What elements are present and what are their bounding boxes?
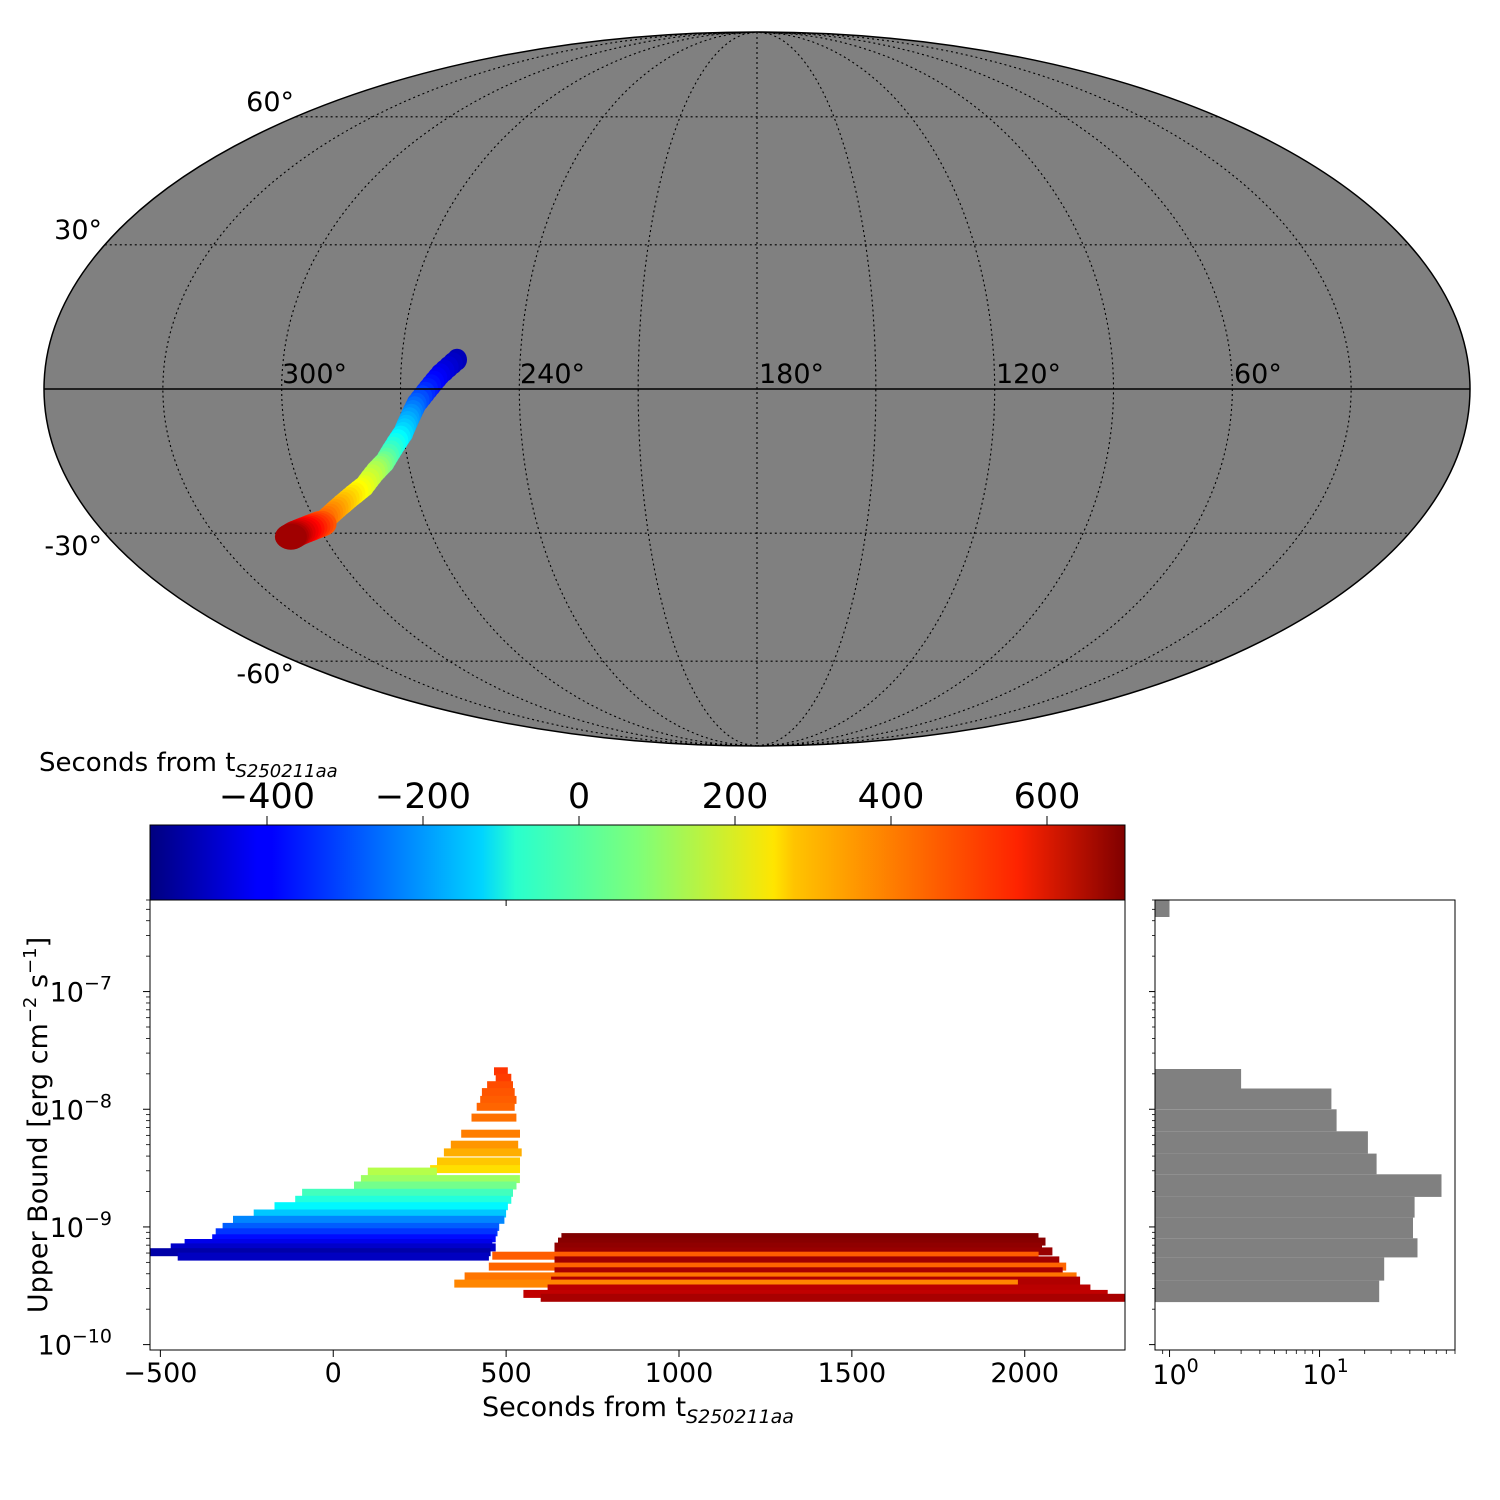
flux-segment [488,1262,1067,1271]
y-tick-label: 10−7 [50,973,112,1009]
flux-segments [150,1067,1125,1302]
flux-segment [494,1067,508,1076]
flux-segment [492,1251,1039,1260]
flux-segment [554,1267,1063,1276]
colorbar-tick-label: 600 [1014,777,1081,817]
flux-segment [464,1272,1077,1281]
y-tick-label: 10−9 [50,1208,112,1244]
x-tick-label: 0 [325,1358,342,1389]
flux-segment [476,1102,515,1111]
flux-segment [170,1243,496,1252]
flux-segment [360,1175,520,1184]
lon-label-60: 60° [1234,359,1282,390]
flux-segment [450,1140,519,1149]
x-tick-label: 1500 [818,1358,887,1389]
colorbar-tick-label: 400 [858,777,925,817]
lon-label-120: 120° [996,359,1061,390]
x-tick-label: 500 [480,1358,532,1389]
histogram-bar [1155,1238,1418,1258]
flux-segment [480,1095,517,1104]
flux-segment [487,1081,513,1090]
flux-segment [554,1242,1042,1251]
lat-label-30: 30° [54,215,102,246]
colorbar-tick-label: −400 [219,777,315,817]
colorbar-tick-label: 200 [702,777,769,817]
hist-x-tick-label: 101 [1302,1355,1348,1391]
sky-map: 300° 240° 180° 120° 60° 60° 30° -30° -60… [43,31,1471,747]
histogram-bar [1155,1174,1442,1197]
flux-segment [184,1239,493,1247]
flux-segment [274,1202,508,1211]
flux-segment [367,1167,437,1176]
histogram-y-ticks [1149,899,1155,1346]
histogram-bars [1155,900,1442,1303]
flux-segment [177,1252,489,1261]
flux-segment [150,1248,491,1257]
lat-label-m60: -60° [236,659,294,690]
flux-x-ticks: −500 0 500 1000 1500 2000 [123,900,1059,1389]
flux-segment [430,1165,520,1174]
hist-x-tick-label: 100 [1152,1355,1198,1391]
flux-y-axis-label: Upper Bound [erg cm−2 s−1] [20,937,54,1313]
histogram-bar [1155,1153,1377,1175]
flux-segment [454,1279,1018,1288]
flux-x-axis-label: Seconds from tS250211aa [482,1392,794,1428]
histogram-bar [1155,900,1170,917]
flux-segment [495,1073,512,1082]
flux-segment [222,1222,500,1231]
histogram-bar [1155,1109,1337,1132]
x-tick-label: 1000 [645,1358,714,1389]
lon-label-300: 300° [282,359,347,390]
histogram-x-ticks: 100 101 [1152,1350,1456,1391]
x-tick-label: 2000 [990,1358,1059,1389]
localization-region [274,348,467,550]
flux-segment [461,1129,520,1138]
lon-label-240: 240° [520,359,585,390]
flux-segment [540,1293,1125,1302]
flux-segment [561,1233,1039,1242]
flux-segment [471,1113,517,1122]
histogram-bar [1155,1196,1415,1218]
flux-panel: −500 0 500 1000 1500 2000 10−10 10−9 10−8 10−7 S… [20,899,1126,1428]
flux-segment [554,1247,1053,1256]
flux-segment [558,1237,1046,1246]
flux-segment [354,1181,517,1190]
histogram-bar [1155,1131,1368,1154]
x-tick-label: −500 [123,1358,197,1389]
flux-segment [547,1284,1091,1293]
region-pixel [274,523,307,550]
lon-label-180: 180° [759,359,824,390]
lat-label-m30: -30° [44,531,102,562]
histogram-panel: 100 101 [1149,899,1456,1391]
meridian-line [637,32,758,746]
flux-segment [302,1188,513,1197]
flux-segment [253,1209,507,1218]
flux-segment [212,1234,496,1243]
flux-segment [233,1215,505,1224]
flux-segment [443,1148,522,1157]
colorbar-tick-label: 0 [568,777,590,817]
flux-segment [215,1228,498,1237]
flux-segment [554,1256,1060,1265]
flux-segment [481,1088,515,1097]
colorbar-gradient [149,824,1126,901]
colorbar-ticks: −400 −200 0 200 400 600 [219,777,1080,825]
histogram-bar [1155,1069,1242,1089]
histogram-bar [1155,1217,1413,1239]
colorbar-label: Seconds from tS250211aa [39,748,338,782]
flux-segment [295,1195,512,1204]
colorbar-tick-label: −200 [375,777,471,817]
histogram-bar [1155,1088,1332,1110]
lat-label-60: 60° [246,87,294,118]
colorbar: Seconds from tS250211aa −400 −200 0 200 400 6… [39,748,1126,901]
flux-y-ticks: 10−10 10−9 10−8 10−7 [38,899,150,1362]
y-tick-label: 10−10 [38,1326,112,1362]
histogram-bar [1155,1257,1385,1281]
histogram-bar [1155,1280,1380,1303]
y-tick-label: 10−8 [50,1090,112,1126]
flux-segment [437,1157,520,1166]
flux-panel-frame [149,899,1126,1351]
meridian-line [756,32,877,746]
